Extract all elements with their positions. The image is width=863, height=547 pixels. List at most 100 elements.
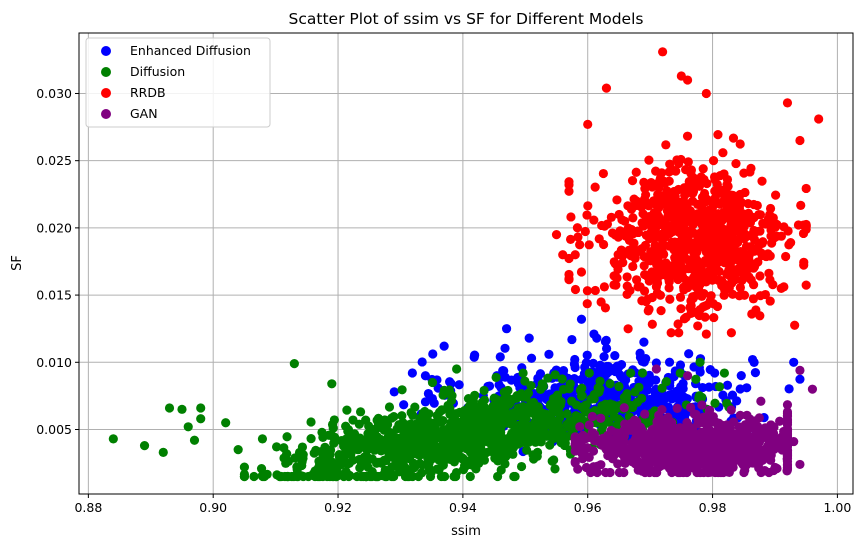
data-point [550,395,560,405]
data-point [535,369,546,379]
data-point [662,212,673,222]
data-point [643,460,653,471]
data-point [431,433,441,444]
data-point [640,438,650,448]
data-point [601,467,611,478]
data-point [662,425,673,435]
data-point [751,305,761,315]
data-point [275,471,285,482]
data-point [582,286,592,296]
data-point [697,210,707,220]
data-point [728,457,738,467]
data-point [189,435,200,445]
data-point [701,197,711,207]
data-point [576,314,587,324]
data-point [424,452,434,463]
data-point [635,447,645,457]
data-point [575,422,585,432]
data-point [479,455,489,465]
data-point [683,244,693,254]
data-point [419,412,429,423]
data-point [562,409,572,419]
data-point [652,179,662,189]
data-point [396,446,406,456]
data-point [544,349,554,359]
data-point [735,211,745,221]
data-point [446,437,456,447]
data-point [735,427,745,437]
data-point [735,410,745,420]
data-point [719,368,730,378]
data-point [376,457,386,468]
scatter-points [108,47,824,482]
data-point [439,471,450,482]
data-point [325,449,335,460]
data-point [708,156,719,166]
data-point [256,464,267,474]
data-point [756,467,766,478]
data-point [776,283,786,293]
data-point [339,453,349,463]
data-point [719,290,729,300]
data-point [470,390,480,400]
x-axis-label: ssim [451,524,481,539]
data-point [690,307,700,317]
y-tick-label: 0.015 [36,288,72,303]
data-point [580,449,590,459]
data-point [468,453,478,463]
data-point [616,430,626,441]
data-point [705,405,715,415]
data-point [704,419,714,429]
data-point [782,400,793,410]
data-point [775,416,785,426]
data-point [583,201,593,211]
data-point [411,447,421,457]
data-point [769,444,779,454]
data-point [637,425,647,436]
data-point [789,436,799,447]
data-point [639,337,649,347]
data-point [756,396,766,406]
legend-label-gan: GAN [130,106,158,121]
data-point [239,462,250,472]
data-point [403,465,414,475]
data-point [754,209,764,220]
data-point [610,350,620,361]
data-point [748,294,759,304]
data-point [543,373,553,383]
data-point [728,133,739,143]
data-point [682,371,693,381]
data-point [679,441,689,451]
data-point [729,417,739,427]
data-point [672,155,682,165]
data-point [314,456,324,466]
data-point [683,157,693,167]
data-point [735,435,745,446]
data-point [644,378,654,388]
data-point [735,384,745,394]
data-point [739,467,749,478]
data-point [491,422,501,432]
data-point [669,238,679,248]
data-point [139,441,150,451]
data-point [679,183,689,193]
x-tick-label: 1.00 [823,500,851,515]
data-point [497,447,508,458]
data-point [581,400,591,410]
data-point [715,382,725,392]
data-point [783,226,793,236]
data-point [516,402,527,412]
data-point [439,341,449,351]
data-point [573,464,583,474]
data-point [650,219,660,229]
data-point [584,420,594,430]
data-point [647,319,657,329]
data-point [492,394,502,405]
data-point [772,219,782,230]
data-point [580,226,590,237]
data-point [705,365,715,375]
data-point [793,220,804,230]
legend-item-enhanced-diffusion: Enhanced Diffusion [101,43,251,58]
data-point [639,357,649,367]
data-point [739,229,750,239]
